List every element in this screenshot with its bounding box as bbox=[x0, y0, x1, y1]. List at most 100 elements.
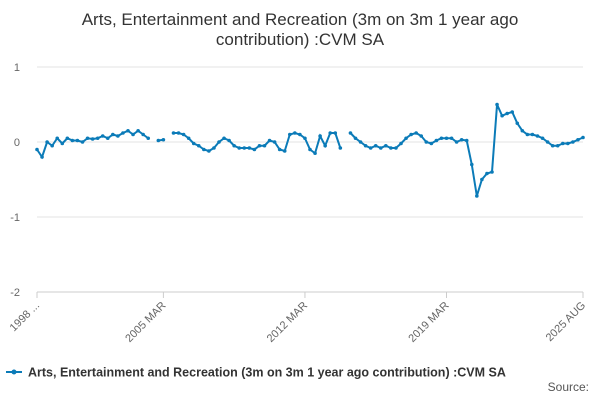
data-point bbox=[419, 134, 424, 138]
data-point bbox=[242, 146, 247, 150]
data-point bbox=[267, 138, 272, 143]
data-point bbox=[434, 138, 439, 143]
data-point bbox=[444, 136, 449, 141]
data-point bbox=[358, 140, 363, 144]
data-point bbox=[70, 138, 75, 143]
data-point bbox=[313, 151, 317, 156]
data-point bbox=[550, 143, 555, 148]
data-point bbox=[318, 134, 322, 138]
data-point bbox=[439, 136, 444, 141]
data-point bbox=[176, 131, 181, 135]
data-point bbox=[399, 141, 403, 146]
data-point bbox=[196, 143, 201, 148]
data-point bbox=[35, 147, 39, 152]
y-tick-label: 1 bbox=[14, 62, 20, 74]
data-point bbox=[378, 146, 383, 150]
data-point bbox=[298, 132, 302, 137]
data-point bbox=[217, 140, 221, 144]
data-point bbox=[490, 170, 494, 174]
data-point bbox=[85, 136, 90, 141]
data-point bbox=[287, 132, 292, 137]
data-point bbox=[495, 102, 499, 107]
data-point bbox=[247, 146, 252, 150]
data-point bbox=[40, 155, 44, 159]
data-point bbox=[469, 162, 474, 167]
data-point bbox=[409, 132, 413, 137]
data-point bbox=[75, 138, 80, 143]
data-point bbox=[535, 134, 540, 138]
data-point bbox=[530, 132, 535, 137]
data-point bbox=[232, 143, 236, 148]
data-point bbox=[348, 131, 353, 135]
data-point bbox=[389, 146, 393, 150]
data-point bbox=[333, 131, 338, 135]
y-tick-label: -1 bbox=[10, 212, 20, 224]
data-point bbox=[116, 134, 120, 138]
data-point bbox=[571, 140, 575, 144]
data-point bbox=[161, 137, 166, 142]
data-point bbox=[404, 136, 408, 141]
data-point bbox=[262, 143, 267, 148]
data-point bbox=[222, 136, 226, 141]
data-point bbox=[454, 140, 459, 144]
x-tick-label: 1998 ... bbox=[8, 300, 42, 334]
data-point bbox=[146, 136, 151, 141]
data-point bbox=[394, 146, 398, 150]
data-point bbox=[308, 147, 312, 152]
data-point bbox=[50, 143, 54, 148]
legend-marker bbox=[11, 369, 17, 375]
data-point bbox=[191, 141, 196, 146]
series-line bbox=[349, 104, 584, 197]
data-point bbox=[186, 136, 191, 141]
data-point bbox=[424, 140, 429, 144]
data-point bbox=[111, 132, 115, 137]
data-point bbox=[576, 137, 580, 142]
data-point bbox=[141, 132, 145, 137]
data-point bbox=[545, 140, 550, 144]
data-point bbox=[207, 149, 211, 153]
data-point bbox=[282, 149, 287, 153]
data-point bbox=[202, 147, 206, 152]
data-point bbox=[480, 177, 484, 182]
data-point bbox=[303, 136, 307, 141]
series-line bbox=[173, 131, 342, 155]
data-point bbox=[171, 131, 176, 135]
data-point bbox=[520, 128, 525, 133]
data-point bbox=[121, 131, 125, 135]
data-point bbox=[293, 131, 297, 135]
data-point bbox=[65, 136, 70, 141]
data-point bbox=[156, 138, 161, 143]
data-point bbox=[126, 128, 130, 133]
data-point bbox=[181, 132, 186, 137]
data-point bbox=[257, 143, 262, 148]
chart-title: Arts, Entertainment and Recreation (3m o… bbox=[82, 10, 519, 49]
data-point bbox=[328, 131, 333, 135]
data-point bbox=[227, 138, 231, 143]
data-point bbox=[505, 111, 509, 116]
data-point bbox=[464, 138, 469, 143]
data-point bbox=[105, 136, 110, 141]
data-point bbox=[252, 147, 257, 152]
data-point bbox=[384, 143, 388, 148]
data-point bbox=[323, 143, 327, 148]
data-point bbox=[272, 140, 277, 144]
data-point bbox=[475, 194, 479, 198]
data-point bbox=[500, 113, 504, 118]
data-point bbox=[45, 140, 49, 144]
data-point bbox=[353, 136, 358, 141]
x-tick-label: 2025 AUG bbox=[544, 300, 588, 344]
data-point bbox=[368, 146, 373, 150]
data-point bbox=[90, 137, 95, 141]
y-tick-label: 0 bbox=[14, 137, 20, 149]
data-point bbox=[55, 136, 60, 141]
data-point bbox=[414, 131, 418, 135]
data-point bbox=[60, 141, 65, 146]
data-point bbox=[237, 146, 242, 150]
data-point bbox=[510, 110, 515, 114]
data-point bbox=[363, 143, 368, 148]
data-point bbox=[540, 136, 545, 141]
data-point bbox=[95, 136, 100, 141]
data-point bbox=[136, 128, 140, 133]
data-point bbox=[100, 134, 105, 138]
